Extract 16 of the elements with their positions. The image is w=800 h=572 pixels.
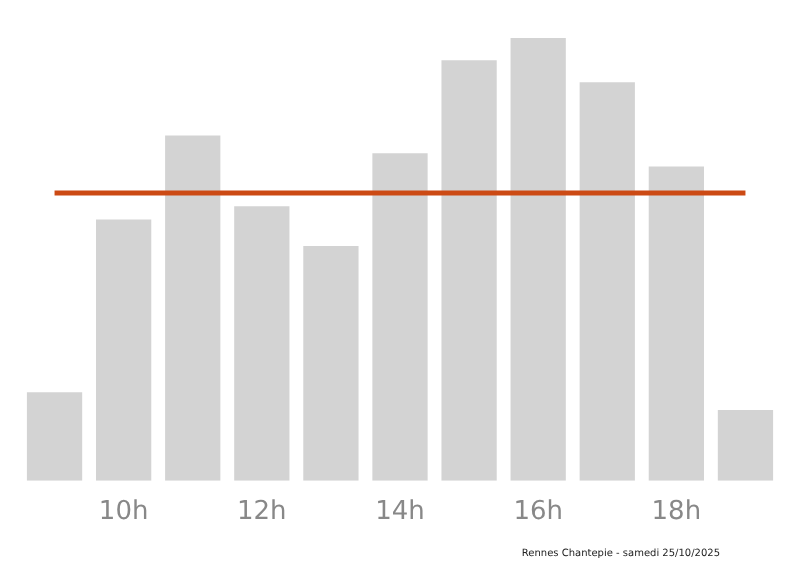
x-tick-label: 18h [651,497,702,528]
bar [648,166,704,481]
bar [165,135,221,481]
bar [26,392,83,481]
bar [510,38,566,481]
x-tick-label: 16h [513,497,563,528]
bar [96,219,152,481]
bar [303,246,359,481]
x-tick-label: 12h [237,497,287,528]
bar [372,153,428,481]
x-tick-label: 14h [375,497,425,528]
bar [234,206,290,481]
bar [441,60,497,481]
x-tick-label: 10h [98,497,149,528]
bar [717,409,774,481]
bar [579,82,635,481]
